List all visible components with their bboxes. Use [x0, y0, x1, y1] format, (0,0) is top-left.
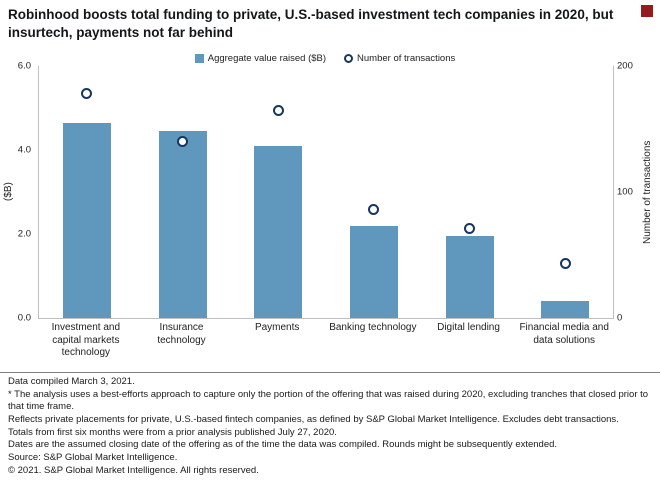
- source-line: Source: S&P Global Market Intelligence.: [8, 452, 178, 464]
- bar-6: [541, 301, 590, 318]
- legend: Aggregate value raised ($B) Number of tra…: [38, 53, 612, 64]
- copyright-line: © 2021. S&P Global Market Intelligence. …: [8, 465, 259, 477]
- legend-label: Number of transactions: [357, 53, 456, 64]
- bar-5: [445, 236, 494, 318]
- category-label: Investment and capital markets technolog…: [51, 322, 121, 358]
- category-label: Digital lending: [437, 322, 500, 333]
- transactions-marker-5: [464, 223, 475, 235]
- bar-series-swatch-icon: [194, 54, 204, 63]
- legend-item: Number of transactions: [344, 53, 455, 64]
- transactions-marker-3: [272, 104, 284, 116]
- footer: Data compiled March 3, 2021. * The analy…: [0, 372, 660, 478]
- chart-title: Robinhood boosts total funding to privat…: [8, 7, 614, 40]
- bar-3: [254, 145, 303, 318]
- right-axis-tick: 200: [617, 60, 633, 72]
- bar-1: [62, 122, 111, 318]
- legend-label: Aggregate value raised ($B): [207, 53, 327, 64]
- left-axis-ticks: 6.0 4.0 2.0 0.0: [0, 61, 34, 324]
- footnote-scope: Reflects private placements for private,…: [8, 413, 619, 425]
- right-axis-ticks: 200 100 0: [617, 61, 647, 324]
- left-axis-tick: 0.0: [17, 312, 31, 324]
- bar-4: [349, 225, 398, 318]
- category-label: Insurance technology: [157, 322, 206, 346]
- footnote-compiled: Data compiled March 3, 2021.: [8, 376, 135, 387]
- category-labels: Investment and capital markets technolog…: [38, 322, 612, 360]
- transactions-marker-1: [81, 88, 93, 100]
- left-axis-tick: 6.0: [17, 60, 31, 72]
- bar-2: [158, 131, 207, 318]
- category-label: Payments: [254, 322, 300, 333]
- right-axis-tick: 100: [617, 186, 633, 198]
- left-axis-tick: 2.0: [17, 228, 31, 240]
- transactions-marker-icon: [344, 54, 354, 63]
- plot-area: [38, 66, 614, 319]
- right-axis-tick: 0: [617, 312, 623, 324]
- transactions-marker-4: [368, 204, 380, 216]
- transactions-marker-2: [177, 136, 188, 148]
- footnote-dates: Dates are the assumed closing date of th…: [8, 439, 558, 451]
- category-label: Financial media and data solutions: [519, 322, 609, 346]
- footnote-analysis: * The analysis uses a best-efforts appro…: [8, 388, 649, 412]
- transactions-marker-6: [559, 258, 571, 270]
- footnote-totals: Totals from first six months were from a…: [8, 426, 337, 438]
- left-axis-tick: 4.0: [17, 144, 31, 156]
- brand-logo-square: [641, 5, 653, 17]
- legend-item: Aggregate value raised ($B): [194, 53, 327, 64]
- category-label: Banking technology: [329, 322, 417, 333]
